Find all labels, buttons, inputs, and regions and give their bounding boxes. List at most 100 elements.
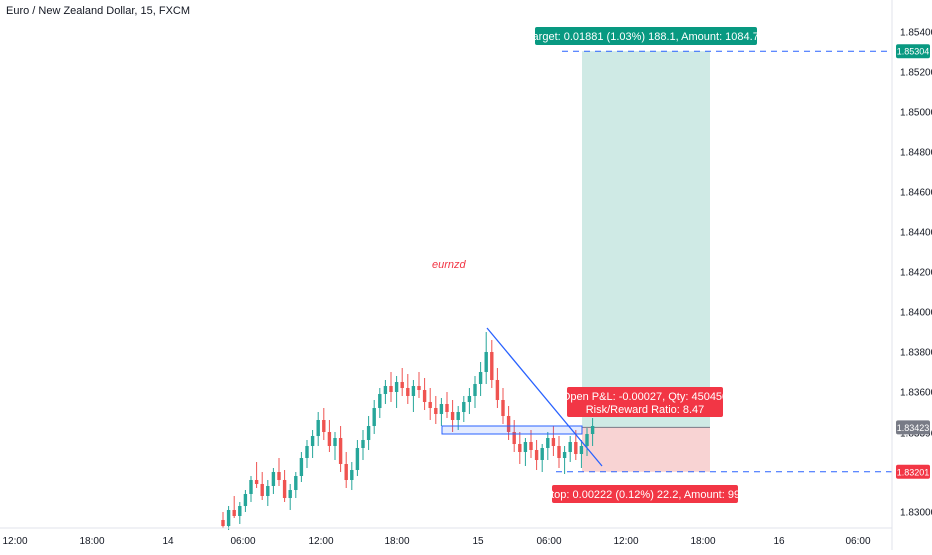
x-tick-label: 18:00 bbox=[79, 536, 104, 547]
target-label-box bbox=[535, 27, 757, 45]
candle-body bbox=[523, 442, 528, 452]
candle-body bbox=[361, 440, 365, 448]
y-axis[interactable]: 1.85400 1.85200 1.85000 1.84800 1.84600 1.844… bbox=[891, 0, 932, 550]
candle-body bbox=[350, 470, 354, 480]
y-tick-label: 1.83600 bbox=[900, 388, 932, 399]
y-tick-label: 1.84400 bbox=[900, 228, 932, 239]
price-tag-label: 1.83423 bbox=[897, 423, 930, 433]
candle-body bbox=[400, 382, 404, 388]
y-tick-label: 1.83000 bbox=[900, 508, 932, 519]
candle-body bbox=[249, 480, 253, 494]
candle-body bbox=[473, 384, 477, 396]
x-tick-label: 16 bbox=[773, 536, 785, 547]
candle-body bbox=[260, 484, 264, 496]
candle-body bbox=[282, 480, 287, 498]
candle-body bbox=[378, 394, 382, 408]
candle-body bbox=[529, 442, 533, 450]
candle-body bbox=[305, 446, 309, 458]
x-tick-label: 15 bbox=[472, 536, 484, 547]
candle-body bbox=[277, 472, 281, 480]
candle-body bbox=[299, 458, 304, 476]
candle-body bbox=[568, 442, 572, 452]
target-label-text: Target: 0.01881 (1.03%) 188.1, Amount: 1… bbox=[527, 31, 765, 43]
rr-label-text: Risk/Reward Ratio: 8.47 bbox=[586, 404, 705, 416]
candle-body bbox=[417, 386, 421, 390]
candle-body bbox=[484, 352, 488, 372]
x-tick-label: 06:00 bbox=[845, 536, 870, 547]
candle-body bbox=[456, 412, 460, 420]
price-tag-label: 1.85304 bbox=[897, 47, 930, 57]
candle-body bbox=[221, 520, 225, 526]
candle-body bbox=[501, 400, 505, 416]
candle-body bbox=[372, 408, 376, 426]
y-tick-label: 1.83800 bbox=[900, 348, 932, 359]
y-tick-label: 1.84200 bbox=[900, 268, 932, 279]
candle-body bbox=[333, 438, 337, 446]
candle-body bbox=[462, 402, 466, 412]
price-tag-price bbox=[896, 420, 930, 435]
candle-body bbox=[266, 486, 270, 496]
candle-body bbox=[534, 450, 539, 460]
x-tick-label: 12:00 bbox=[613, 536, 638, 547]
trend-line[interactable] bbox=[486, 327, 603, 467]
candle-body bbox=[294, 476, 298, 490]
candle-body bbox=[562, 452, 567, 458]
candle-body bbox=[355, 448, 360, 470]
candle-body bbox=[450, 412, 455, 420]
candles bbox=[221, 332, 595, 530]
candle-body bbox=[406, 388, 410, 396]
candle-body bbox=[439, 404, 444, 414]
stop-zone[interactable] bbox=[582, 427, 710, 472]
pnl-label-text: Open P&L: -0.00027, Qty: 450450 bbox=[562, 391, 728, 403]
position-labels: Target: 0.01881 (1.03%) 188.1, Amount: 1… bbox=[527, 27, 765, 503]
candle-body bbox=[411, 386, 416, 396]
candle-body bbox=[590, 426, 595, 434]
x-tick-label: 12:00 bbox=[2, 536, 27, 547]
y-tick-label: 1.85200 bbox=[900, 68, 932, 79]
pnl-label-box bbox=[567, 387, 723, 417]
candle-body bbox=[557, 446, 561, 458]
candle-body bbox=[288, 490, 292, 498]
candle-body bbox=[316, 420, 320, 436]
price-tag-target bbox=[896, 44, 930, 59]
candle-body bbox=[366, 426, 371, 440]
candle-body bbox=[585, 434, 589, 446]
candle-body bbox=[478, 372, 483, 384]
candle-body bbox=[238, 506, 242, 516]
candle-body bbox=[428, 402, 432, 408]
candle-body bbox=[546, 438, 550, 448]
candle-body bbox=[422, 390, 427, 402]
price-tag-label: 1.83201 bbox=[897, 467, 930, 477]
candle-body bbox=[506, 416, 511, 432]
y-tick-label: 1.84800 bbox=[900, 148, 932, 159]
support-box[interactable] bbox=[441, 425, 583, 435]
candle-body bbox=[574, 442, 578, 454]
y-tick-label: 1.85000 bbox=[900, 108, 932, 119]
x-tick-label: 18:00 bbox=[690, 536, 715, 547]
stop-label-text: Stop: 0.00222 (0.12%) 22.2, Amount: 990 bbox=[544, 489, 746, 501]
x-tick-label: 18:00 bbox=[384, 536, 409, 547]
candle-body bbox=[254, 480, 259, 484]
x-tick-label: 12:00 bbox=[308, 536, 333, 547]
candle-body bbox=[327, 432, 332, 446]
candle-body bbox=[540, 448, 544, 460]
candle-body bbox=[310, 436, 315, 446]
x-tick-label: 06:00 bbox=[230, 536, 255, 547]
candle-body bbox=[434, 408, 438, 414]
target-zone[interactable] bbox=[582, 51, 710, 428]
x-tick-label: 14 bbox=[162, 536, 174, 547]
candle-body bbox=[226, 510, 231, 526]
candle-body bbox=[495, 380, 500, 400]
candle-body bbox=[389, 386, 393, 392]
candle-body bbox=[551, 438, 556, 446]
annotation-text: eurnzd bbox=[432, 259, 467, 271]
position-zones[interactable] bbox=[556, 50, 892, 473]
drawings[interactable]: eurnzd bbox=[432, 259, 603, 467]
y-tick-label: 1.85400 bbox=[900, 28, 932, 39]
y-tick-label: 1.84600 bbox=[900, 188, 932, 199]
x-axis[interactable]: 12:00 18:00 14 06:00 12:00 18:00 15 06:00 12:00 1… bbox=[0, 527, 892, 547]
x-tick-label: 06:00 bbox=[536, 536, 561, 547]
candle-body bbox=[243, 494, 248, 506]
